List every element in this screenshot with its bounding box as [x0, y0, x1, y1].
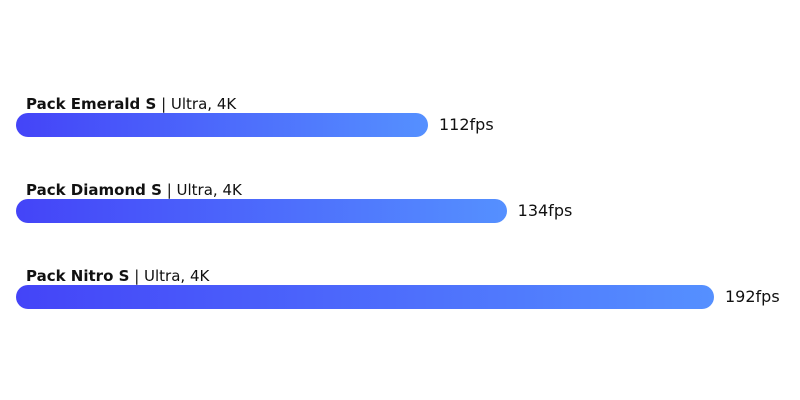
category-name: Pack Emerald S	[26, 95, 157, 113]
bar	[16, 199, 507, 223]
setting-text: Ultra, 4K	[176, 181, 242, 199]
value-label: 112fps	[439, 115, 494, 134]
bar-label: Pack Diamond S | Ultra, 4K	[26, 181, 242, 199]
setting-text: Ultra, 4K	[144, 267, 210, 285]
separator: |	[134, 267, 140, 285]
bar-label: Pack Emerald S | Ultra, 4K	[26, 95, 236, 113]
value-label: 192fps	[725, 287, 780, 306]
value-label: 134fps	[517, 201, 573, 220]
category-name: Pack Diamond S	[26, 181, 162, 199]
setting-text: Ultra, 4K	[170, 95, 237, 113]
separator: |	[166, 181, 172, 199]
bar	[16, 113, 428, 137]
separator: |	[161, 95, 167, 113]
bar-label: Pack Nitro S | Ultra, 4K	[26, 267, 209, 285]
category-name: Pack Nitro S	[26, 267, 130, 285]
bar	[16, 285, 714, 309]
